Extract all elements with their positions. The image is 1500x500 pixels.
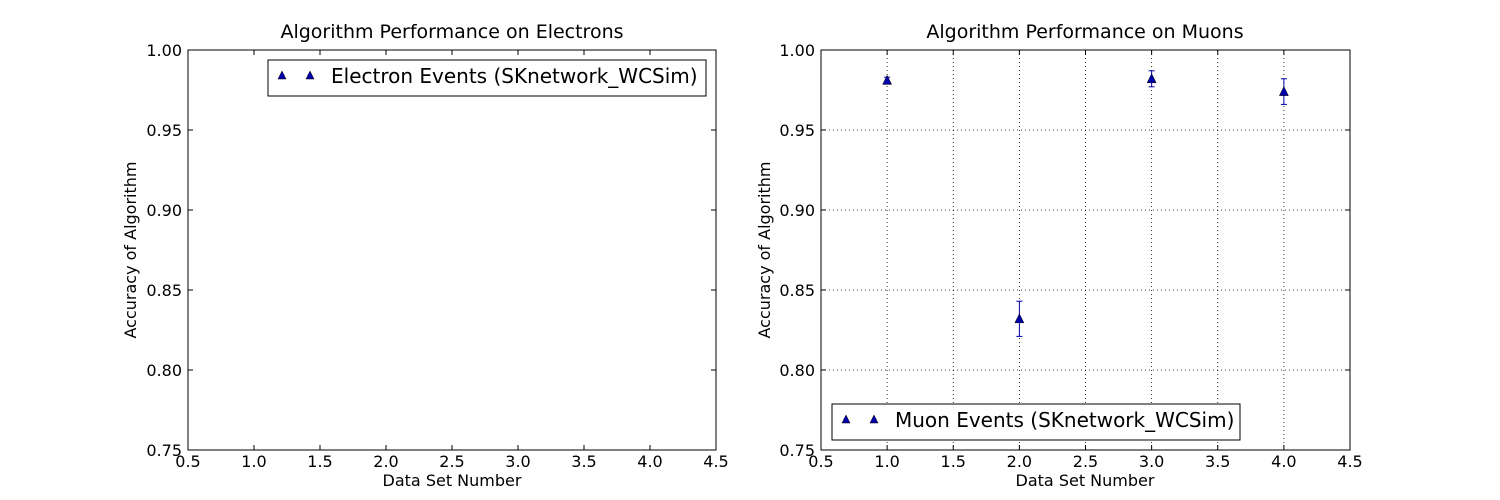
muons-grid [821,50,1350,450]
muons-x-tick-label: 4.0 [1271,452,1296,471]
electrons-legend-label: Electron Events (SKnetwork_WCSim) [331,64,698,88]
electrons-x-tick-label: 4.0 [637,452,662,471]
electrons-chart: 0.5 1.0 1.5 2.0 2.5 3.0 3.5 4.0 4.5 0.75 0.80 0.85 0… [121,21,729,490]
muons-x-tick-label: 2.0 [1007,452,1032,471]
electrons-y-tick-label: 0.90 [146,201,182,220]
electrons-legend: Electron Events (SKnetwork_WCSim) [267,59,707,97]
electrons-y-axis-label: Accuracy of Algorithm [121,162,140,339]
muons-chart-title: Algorithm Performance on Muons [926,21,1243,43]
electrons-x-tick-label: 2.5 [439,452,464,471]
muons-data-point [1278,86,1289,96]
muons-x-tick-label: 1.0 [874,452,899,471]
muons-y-tick-label: 0.75 [779,441,815,460]
electrons-y-tick-label: 0.85 [146,281,182,300]
electrons-x-tick-label: 2.0 [373,452,398,471]
electrons-x-tick-label: 4.5 [703,452,728,471]
legend-triangle-marker [841,414,851,424]
muons-x-tick-label: 4.5 [1337,452,1362,471]
muons-data-point [882,74,893,85]
electrons-y-tick-label: 0.75 [146,441,182,460]
muons-y-tick-label: 0.90 [779,201,815,220]
electrons-legend-box [267,59,707,97]
muons-legend: Muon Events (SKnetwork_WCSim) [831,403,1241,441]
electrons-chart-title: Algorithm Performance on Electrons [280,21,623,43]
muons-data-point [1146,73,1157,84]
electrons-x-tick-label: 3.0 [505,452,530,471]
muons-y-axis-label: Accuracy of Algorithm [755,162,774,339]
muons-y-tick-label: 0.85 [779,281,815,300]
electrons-ticks: 0.5 1.0 1.5 2.0 2.5 3.0 3.5 4.0 4.5 0.75 0.80 0.85 0… [146,41,728,471]
muons-x-tick-label: 0.5 [808,452,833,471]
muons-x-tick-label: 3.0 [1139,452,1164,471]
electrons-y-tick-label: 0.80 [146,361,182,380]
electrons-x-axis-label: Data Set Number [383,471,522,490]
muons-chart: 0.5 1.0 1.5 2.0 2.5 3.0 3.5 4.0 4.5 0.75 0.80 0.85 0… [755,21,1363,490]
electrons-x-tick-label: 3.5 [571,452,596,471]
muons-data-point [1014,313,1025,324]
muons-legend-label: Muon Events (SKnetwork_WCSim) [895,408,1234,432]
electrons-y-tick-label: 1.00 [146,41,182,60]
muons-ticks: 0.5 1.0 1.5 2.0 2.5 3.0 3.5 4.0 4.5 0.75 0.80 0.85 0… [779,41,1362,471]
electrons-y-tick-label: 0.95 [146,121,182,140]
muons-x-tick-label: 3.5 [1205,452,1230,471]
muons-legend-box [831,403,1241,441]
muons-x-axis-label: Data Set Number [1016,471,1155,490]
electrons-x-tick-label: 1.5 [307,452,332,471]
muons-y-tick-label: 0.80 [779,361,815,380]
electrons-x-tick-label: 0.5 [175,452,200,471]
muons-data [882,70,1289,337]
muons-y-tick-label: 1.00 [779,41,815,60]
muons-x-tick-label: 2.5 [1073,452,1098,471]
electrons-plot-area [188,50,716,450]
muons-x-tick-label: 1.5 [941,452,966,471]
muons-y-tick-label: 0.95 [779,121,815,140]
legend-triangle-marker [869,414,879,424]
electrons-x-tick-label: 1.0 [241,452,266,471]
legend-triangle-marker [305,70,315,80]
legend-triangle-marker [277,70,287,80]
